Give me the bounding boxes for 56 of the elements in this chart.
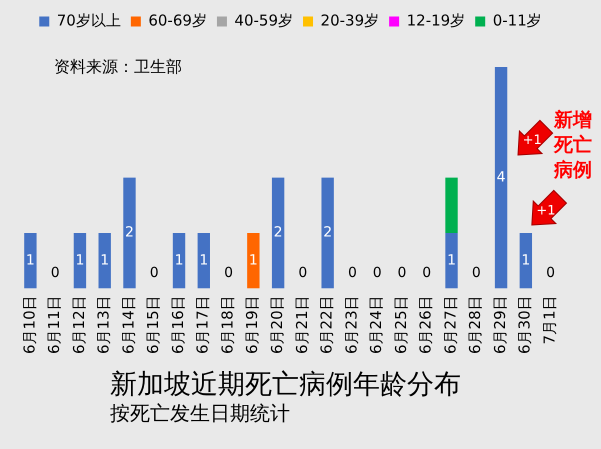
data-label: 1 <box>521 252 530 268</box>
x-tick-label: 6月18日 <box>218 295 236 354</box>
x-tick-label: 6月28日 <box>466 295 484 354</box>
data-label: 1 <box>199 252 208 268</box>
x-tick-label: 6月19日 <box>243 295 262 354</box>
legend-label: 60-69岁 <box>148 11 207 30</box>
x-tick-label: 6月15日 <box>144 295 162 354</box>
x-tick-label: 6月16日 <box>168 295 187 354</box>
x-tick-label: 6月20日 <box>268 295 286 354</box>
legend-label: 0-11岁 <box>492 11 542 30</box>
data-label: 4 <box>496 169 506 186</box>
text: 按死亡发生日期统计 <box>110 401 290 426</box>
x-tick-label: 6月17日 <box>194 295 212 354</box>
annotation: 新增死亡病例 <box>553 108 592 181</box>
data-label: 2 <box>274 224 283 241</box>
data-label: 1 <box>248 252 258 268</box>
x-tick-label: 6月12日 <box>70 295 88 354</box>
data-label: 1 <box>447 252 456 268</box>
data-label: 2 <box>323 224 332 241</box>
x-tick-label: 6月22日 <box>318 295 336 354</box>
text: 新加坡近期死亡病例年龄分布 <box>110 369 461 400</box>
data-label: 0 <box>398 265 406 282</box>
legend-label: 20-39岁 <box>320 11 380 30</box>
x-tick-label: 6月29日 <box>490 295 509 354</box>
data-label: 0 <box>422 265 432 282</box>
annotation: +1 <box>536 203 556 218</box>
data-label: 0 <box>348 265 357 282</box>
x-tick-label: 6月13日 <box>94 295 113 354</box>
x-tick-label: 6月21日 <box>292 295 311 354</box>
x-tick-label: 6月27日 <box>441 295 460 354</box>
x-tick-label: 6月11日 <box>45 295 64 354</box>
data-label: 0 <box>472 265 481 282</box>
x-tick-label: 6月10日 <box>20 295 38 354</box>
x-tick-label: 6月14日 <box>119 295 138 354</box>
x-tick-label: 6月26日 <box>416 295 435 354</box>
data-label: 0 <box>546 265 556 282</box>
annotation: 资料来源：卫生部 <box>54 57 182 76</box>
x-tick-label: 6月24日 <box>367 295 386 354</box>
data-label: 2 <box>125 224 134 241</box>
legend-label: 12-19岁 <box>406 11 466 30</box>
data-label: 0 <box>224 265 234 282</box>
data-label: 1 <box>100 252 110 268</box>
x-tick-label: 6月25日 <box>392 295 410 354</box>
legend-label: 40-59岁 <box>234 11 294 30</box>
x-tick-label: 6月23日 <box>342 295 360 354</box>
x-tick-label: 6月30日 <box>516 295 534 354</box>
data-label: 1 <box>26 252 35 268</box>
data-label: 0 <box>372 265 382 282</box>
data-label: 0 <box>50 265 60 282</box>
x-tick-label: 7月1日 <box>540 295 559 344</box>
annotation: +1 <box>522 133 542 148</box>
data-label: 1 <box>174 252 184 268</box>
data-label: 0 <box>150 265 159 282</box>
data-label: 0 <box>298 265 308 282</box>
data-label: 1 <box>75 252 84 268</box>
legend-label: 70岁以上 <box>56 11 121 30</box>
